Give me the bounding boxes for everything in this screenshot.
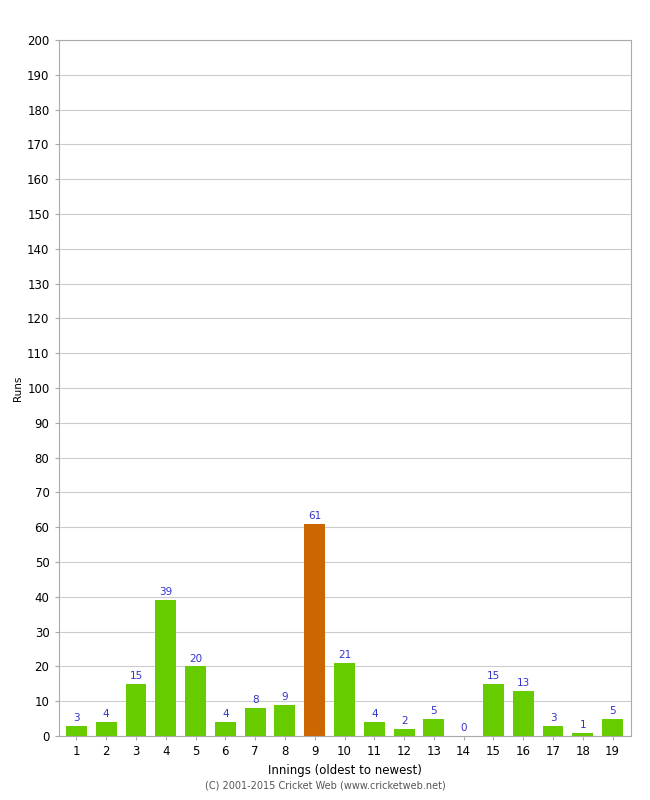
Bar <box>304 524 325 736</box>
Text: 3: 3 <box>550 713 556 722</box>
Bar <box>96 722 116 736</box>
Bar <box>215 722 236 736</box>
Bar <box>423 718 445 736</box>
Bar <box>155 600 176 736</box>
Bar <box>543 726 564 736</box>
Bar <box>483 684 504 736</box>
Text: 5: 5 <box>430 706 437 716</box>
Bar <box>66 726 87 736</box>
Bar <box>274 705 295 736</box>
X-axis label: Innings (oldest to newest): Innings (oldest to newest) <box>268 763 421 777</box>
Text: (C) 2001-2015 Cricket Web (www.cricketweb.net): (C) 2001-2015 Cricket Web (www.cricketwe… <box>205 781 445 790</box>
Bar <box>602 718 623 736</box>
Text: 0: 0 <box>460 723 467 734</box>
Bar <box>513 690 534 736</box>
Bar <box>364 722 385 736</box>
Bar <box>334 663 355 736</box>
Text: 4: 4 <box>222 710 229 719</box>
Bar <box>244 708 266 736</box>
Text: 8: 8 <box>252 695 259 706</box>
Text: 21: 21 <box>338 650 351 660</box>
Text: 4: 4 <box>371 710 378 719</box>
Text: 61: 61 <box>308 511 321 521</box>
Text: 3: 3 <box>73 713 80 722</box>
Bar <box>394 729 415 736</box>
Text: 20: 20 <box>189 654 202 664</box>
Bar <box>185 666 206 736</box>
Bar <box>573 733 593 736</box>
Y-axis label: Runs: Runs <box>13 375 23 401</box>
Text: 15: 15 <box>129 671 142 681</box>
Text: 39: 39 <box>159 587 172 598</box>
Text: 9: 9 <box>281 692 288 702</box>
Text: 13: 13 <box>517 678 530 688</box>
Text: 4: 4 <box>103 710 109 719</box>
Text: 1: 1 <box>580 720 586 730</box>
Text: 2: 2 <box>401 716 408 726</box>
Bar <box>125 684 146 736</box>
Text: 15: 15 <box>487 671 500 681</box>
Text: 5: 5 <box>609 706 616 716</box>
